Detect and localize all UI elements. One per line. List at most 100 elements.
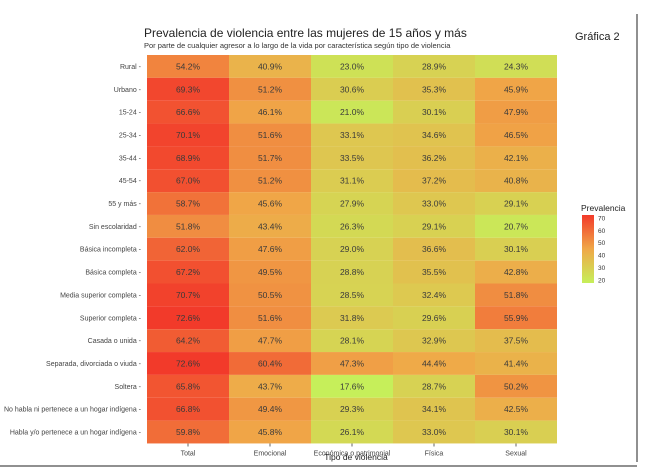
row-label: Urbano - xyxy=(114,87,142,94)
heatmap-cell xyxy=(311,169,393,193)
heatmap-cell xyxy=(393,77,475,101)
heatmap-cell xyxy=(229,352,311,375)
cell-value-label: 51.7% xyxy=(258,153,283,163)
legend-tick-label: 70 xyxy=(598,216,606,223)
heatmap-cell xyxy=(311,237,393,261)
heatmap-cell xyxy=(311,397,393,421)
cell-value-label: 47.3% xyxy=(340,358,365,368)
heatmap-cell xyxy=(147,55,229,78)
row-label: Habla y/o pertenece a un hogar indígena … xyxy=(10,430,142,437)
cell-value-label: 29.1% xyxy=(422,221,447,231)
cell-value-label: 58.7% xyxy=(176,199,201,209)
cell-value-label: 54.2% xyxy=(176,61,201,71)
cell-value-label: 42.1% xyxy=(504,153,529,163)
heatmap-cell xyxy=(475,123,557,147)
cell-value-label: 70.1% xyxy=(176,130,201,140)
heatmap-cell xyxy=(147,100,229,124)
heatmap-cell xyxy=(147,329,229,353)
cell-value-label: 26.1% xyxy=(340,427,365,437)
cell-value-label: 40.8% xyxy=(504,176,529,186)
heatmap-cell xyxy=(229,329,311,353)
legend-tick-label: 40 xyxy=(598,253,606,260)
heatmap-cell xyxy=(393,55,475,78)
heatmap-cell xyxy=(311,77,393,101)
cell-value-label: 72.6% xyxy=(176,313,201,323)
heatmap-cells: 54.2% 40.9% 23.0% 28.9% 24.3% 69.3% 51.2% 30.6%… xyxy=(147,55,557,444)
cell-value-label: 47.9% xyxy=(504,107,529,117)
heatmap-cell xyxy=(229,100,311,124)
heatmap-cell xyxy=(311,100,393,124)
heatmap-cell xyxy=(147,283,229,307)
heatmap-cell xyxy=(147,374,229,398)
cell-value-label: 46.1% xyxy=(258,107,283,117)
cell-value-label: 35.5% xyxy=(422,267,447,277)
heatmap-cell xyxy=(229,397,311,421)
heatmap-cell xyxy=(393,352,475,375)
heatmap-cell xyxy=(393,100,475,124)
row-label: 15-24 - xyxy=(119,110,142,117)
heatmap-cell xyxy=(147,146,229,170)
heatmap-cell xyxy=(393,397,475,421)
heatmap-cell xyxy=(147,306,229,330)
column-label: Total xyxy=(181,450,196,457)
cell-value-label: 67.2% xyxy=(176,267,201,277)
cell-value-label: 43.7% xyxy=(258,381,283,391)
heatmap-cell xyxy=(311,192,393,215)
cell-value-label: 67.0% xyxy=(176,176,201,186)
cell-value-label: 33.0% xyxy=(422,427,447,437)
heatmap-cell xyxy=(475,260,557,284)
cell-value-label: 51.8% xyxy=(176,221,201,231)
cell-value-label: 34.6% xyxy=(422,130,447,140)
row-label: 45-54 - xyxy=(119,178,142,185)
cell-value-label: 28.5% xyxy=(340,290,365,300)
cell-value-label: 66.6% xyxy=(176,107,201,117)
cell-value-label: 47.6% xyxy=(258,244,283,254)
heatmap-cell xyxy=(311,329,393,353)
cell-value-label: 42.5% xyxy=(504,404,529,414)
row-label: 25-34 - xyxy=(119,132,142,139)
legend-title: Prevalencia xyxy=(581,203,626,213)
heatmap-cell xyxy=(393,214,475,238)
heatmap-cell xyxy=(311,123,393,147)
heatmap-cell xyxy=(229,55,311,78)
cell-value-label: 32.9% xyxy=(422,336,447,346)
legend-tick-label: 20 xyxy=(598,277,606,284)
heatmap-cell xyxy=(393,420,475,444)
x-axis-title: Tipo de violencia xyxy=(324,452,388,462)
heatmap-cell xyxy=(475,100,557,124)
cell-value-label: 24.3% xyxy=(504,61,529,71)
heatmap-cell xyxy=(311,306,393,330)
row-label: Separada, divorciada o viuda - xyxy=(46,361,142,368)
heatmap-cell xyxy=(475,352,557,375)
row-label: Superior completa - xyxy=(80,315,142,322)
cell-value-label: 72.6% xyxy=(176,358,201,368)
cell-value-label: 21.0% xyxy=(340,107,365,117)
cell-value-label: 20.7% xyxy=(504,221,529,231)
cell-value-label: 65.8% xyxy=(176,381,201,391)
cell-value-label: 28.1% xyxy=(340,336,365,346)
heatmap-cell xyxy=(311,146,393,170)
cell-value-label: 49.4% xyxy=(258,404,283,414)
heatmap-cell xyxy=(475,146,557,170)
heatmap-cell xyxy=(229,169,311,193)
chart-subtitle: Por parte de cualquier agresor a lo larg… xyxy=(144,41,451,50)
cell-value-label: 33.0% xyxy=(422,199,447,209)
heatmap-cell xyxy=(393,192,475,215)
heatmap-cell xyxy=(311,260,393,284)
cell-value-label: 45.6% xyxy=(258,199,283,209)
column-label: Física xyxy=(425,450,444,457)
column-label: Sexual xyxy=(505,450,527,457)
heatmap-cell xyxy=(147,169,229,193)
cell-value-label: 36.2% xyxy=(422,153,447,163)
row-label: 35-44 - xyxy=(119,155,142,162)
cell-value-label: 29.6% xyxy=(422,313,447,323)
cell-value-label: 49.5% xyxy=(258,267,283,277)
cell-value-label: 45.9% xyxy=(504,84,529,94)
cell-value-label: 40.9% xyxy=(258,61,283,71)
cell-value-label: 51.6% xyxy=(258,313,283,323)
heatmap-cell xyxy=(147,352,229,375)
heatmap-cell xyxy=(393,146,475,170)
heatmap-cell xyxy=(393,329,475,353)
heatmap-cell xyxy=(475,374,557,398)
